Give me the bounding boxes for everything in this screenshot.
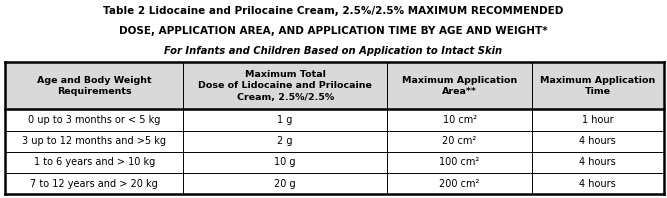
Text: 4 hours: 4 hours (580, 179, 616, 189)
Text: 1 g: 1 g (277, 115, 293, 125)
Text: For Infants and Children Based on Application to Intact Skin: For Infants and Children Based on Applic… (165, 46, 502, 56)
Text: DOSE, APPLICATION AREA, AND APPLICATION TIME BY AGE AND WEIGHT*: DOSE, APPLICATION AREA, AND APPLICATION … (119, 26, 548, 36)
Bar (5, 109, 664, 130)
Text: 10 g: 10 g (274, 157, 296, 168)
Text: 1 hour: 1 hour (582, 115, 614, 125)
Text: 4 hours: 4 hours (580, 157, 616, 168)
Text: 4 hours: 4 hours (580, 136, 616, 146)
Text: 100 cm²: 100 cm² (440, 157, 480, 168)
Text: Maximum Application
Time: Maximum Application Time (540, 76, 656, 96)
Text: 2 g: 2 g (277, 136, 293, 146)
Text: 20 cm²: 20 cm² (442, 136, 477, 146)
Text: 7 to 12 years and > 20 kg: 7 to 12 years and > 20 kg (30, 179, 158, 189)
Text: 200 cm²: 200 cm² (440, 179, 480, 189)
Text: Maximum Total
Dose of Lidocaine and Prilocaine
Cream, 2.5%/2.5%: Maximum Total Dose of Lidocaine and Pril… (198, 70, 372, 102)
Text: 0 up to 3 months or < 5 kg: 0 up to 3 months or < 5 kg (28, 115, 160, 125)
Bar (5, 62, 664, 109)
Text: 10 cm²: 10 cm² (442, 115, 477, 125)
Text: 3 up to 12 months and >5 kg: 3 up to 12 months and >5 kg (22, 136, 166, 146)
Bar (5, 130, 664, 152)
Text: Maximum Application
Area**: Maximum Application Area** (402, 76, 517, 96)
Text: Table 2 Lidocaine and Prilocaine Cream, 2.5%/2.5% MAXIMUM RECOMMENDED: Table 2 Lidocaine and Prilocaine Cream, … (103, 6, 564, 16)
Text: Age and Body Weight
Requirements: Age and Body Weight Requirements (37, 76, 151, 96)
Text: 20 g: 20 g (274, 179, 296, 189)
Text: 1 to 6 years and > 10 kg: 1 to 6 years and > 10 kg (33, 157, 155, 168)
Bar (5, 173, 664, 194)
Bar (5, 152, 664, 173)
